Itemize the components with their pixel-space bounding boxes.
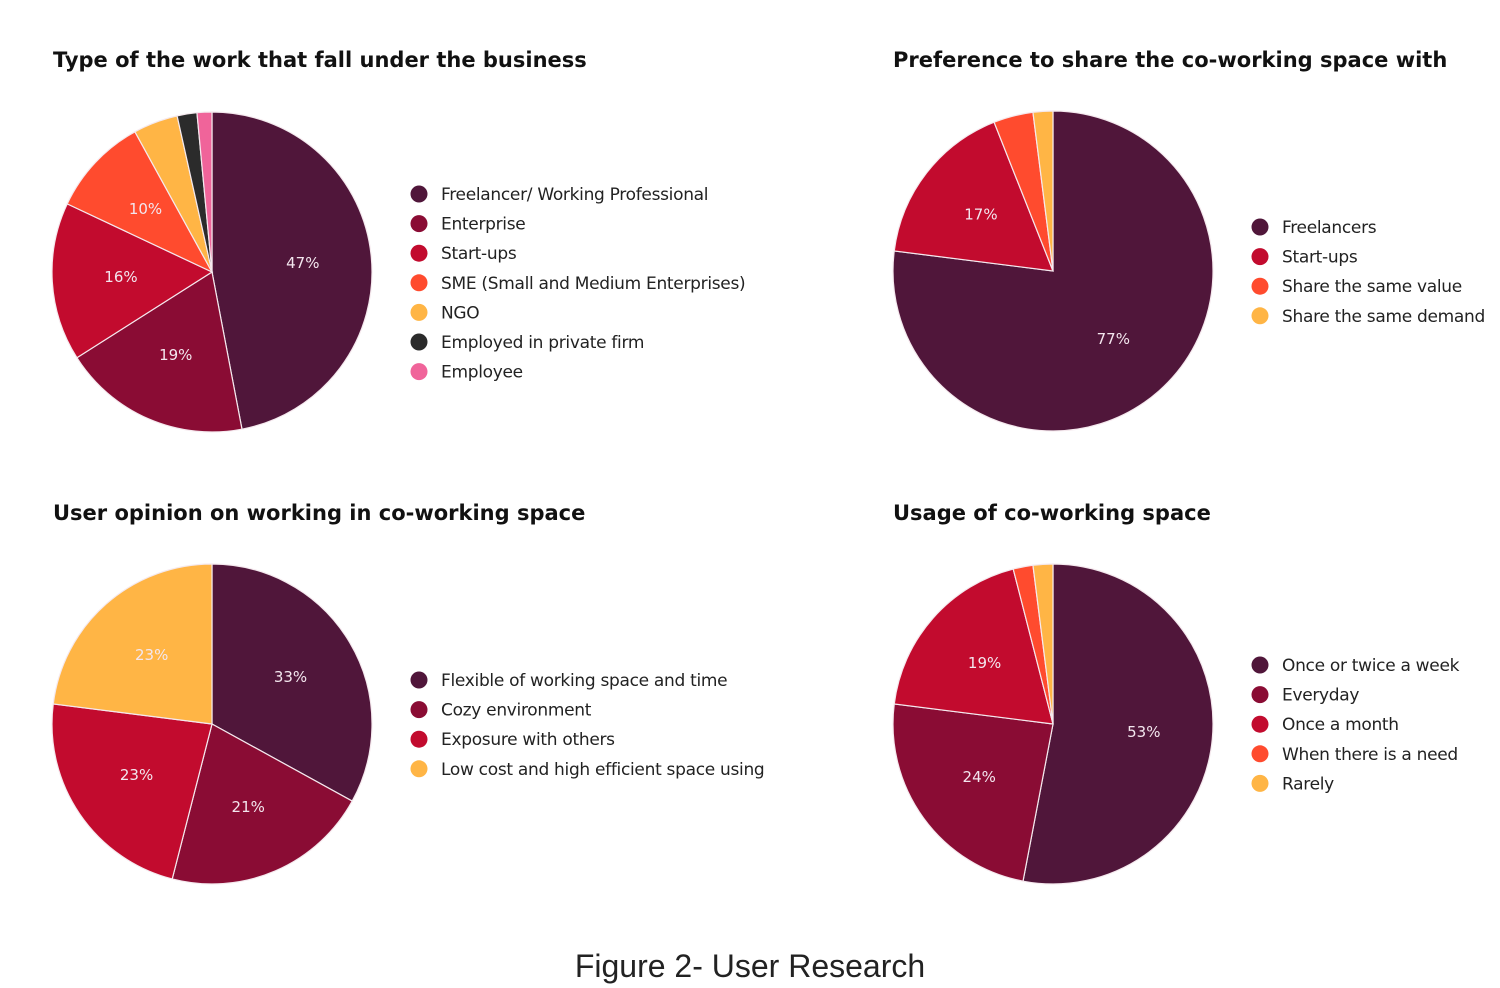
legend-label: Rarely [1282, 774, 1334, 794]
legend-label: Low cost and high efficient space using [441, 760, 764, 780]
legend-item: Freelancer/ Working Professional [410, 185, 709, 205]
legend-label: Flexible of working space and time [441, 671, 727, 691]
pie-slice [196, 111, 213, 273]
legend-swatch [410, 760, 428, 778]
pie-slice [1032, 563, 1054, 725]
legend-item: Share the same demand [1251, 307, 1485, 327]
legend-swatch [410, 215, 428, 233]
legend-swatch [410, 274, 428, 292]
legend-swatch [1251, 277, 1269, 295]
pie-slice [51, 703, 213, 880]
legend-label: Freelancer/ Working Professional [441, 185, 708, 205]
slice-label: 53% [1127, 723, 1160, 741]
legend-item: SME (Small and Medium Enterprises) [410, 274, 746, 294]
slice-label: 19% [159, 346, 192, 364]
legend-item: NGO [410, 303, 480, 323]
pie-chart-1: Type of the work that fall under the bus… [51, 48, 746, 433]
legend-swatch [410, 303, 428, 321]
legend-item: Employee [410, 363, 523, 383]
legend-label: Once or twice a week [1282, 656, 1460, 676]
pie-slice [892, 703, 1054, 882]
slice-label: 47% [286, 254, 319, 272]
legend-label: Employee [441, 363, 523, 383]
legend-label: Everyday [1282, 686, 1359, 706]
legend-label: When there is a need [1282, 745, 1458, 765]
chart-title: Preference to share the co-working space… [893, 48, 1447, 72]
pie-slice [1032, 110, 1054, 272]
slice-label: 19% [968, 654, 1001, 672]
pie-slice [171, 723, 354, 885]
legend-swatch [1251, 248, 1269, 266]
legend-swatch [1251, 686, 1269, 704]
legend-label: Share the same demand [1282, 307, 1485, 327]
legend-label: Start-ups [441, 244, 517, 264]
slice-label: 77% [1097, 330, 1130, 348]
legend-item: Share the same value [1251, 277, 1462, 297]
legend-swatch [1251, 218, 1269, 236]
legend-swatch [410, 701, 428, 719]
legend-swatch [410, 671, 428, 689]
legend-item: When there is a need [1251, 745, 1458, 765]
slice-label: 21% [232, 798, 265, 816]
legend-item: Start-ups [1251, 248, 1358, 268]
legend-label: Enterprise [441, 215, 525, 235]
figure-caption: Figure 2- User Research [574, 948, 926, 984]
slice-label: 10% [129, 200, 162, 218]
legend-item: Cozy environment [410, 701, 592, 721]
legend-label: Share the same value [1282, 277, 1462, 297]
legend-swatch [410, 730, 428, 748]
pie-slice [66, 130, 214, 274]
legend-item: Everyday [1251, 686, 1360, 706]
legend-item: Once or twice a week [1251, 656, 1460, 676]
legend-item: Low cost and high efficient space using [410, 760, 765, 780]
legend-item: Start-ups [410, 244, 517, 264]
legend-item: Enterprise [410, 215, 526, 235]
pie-slice [211, 563, 373, 802]
legend-label: SME (Small and Medium Enterprises) [441, 274, 745, 294]
legend-label: Employed in private firm [441, 333, 644, 353]
slice-label: 16% [104, 268, 137, 286]
pie-chart-3: User opinion on working in co-working sp… [51, 501, 765, 885]
pie-slice [52, 563, 213, 725]
legend-label: Exposure with others [441, 730, 615, 750]
pie-slice [51, 203, 214, 359]
legend-item: Rarely [1251, 774, 1334, 794]
legend-item: Exposure with others [410, 730, 615, 750]
pie-slice [76, 271, 243, 433]
pie-chart-2: Preference to share the co-working space… [892, 48, 1485, 432]
legend-swatch [410, 185, 428, 203]
pie-slice [1022, 563, 1214, 885]
legend-label: NGO [441, 303, 479, 323]
legend-swatch [1251, 307, 1269, 325]
pie-slice [893, 568, 1054, 725]
legend-swatch [1251, 745, 1269, 763]
legend-label: Freelancers [1282, 218, 1377, 238]
chart-title: Type of the work that fall under the bus… [53, 48, 587, 72]
legend-item: Freelancers [1251, 218, 1377, 238]
pie-chart-4: Usage of co-working space 53% Once or twic… [892, 501, 1460, 885]
legend-item: Once a month [1251, 715, 1399, 735]
legend-item: Flexible of working space and time [410, 671, 728, 691]
slice-label: 23% [120, 766, 153, 784]
legend-swatch [410, 244, 428, 262]
legend-swatch [1251, 774, 1269, 792]
legend-label: Start-ups [1282, 248, 1358, 268]
legend-item: Employed in private firm [410, 333, 644, 353]
chart-title: Usage of co-working space [893, 501, 1211, 525]
slice-label: 33% [274, 668, 307, 686]
chart-title: User opinion on working in co-working sp… [53, 501, 585, 525]
legend-swatch [410, 333, 428, 351]
pie-slice [211, 111, 373, 430]
legend-swatch [1251, 656, 1269, 674]
legend-swatch [1251, 715, 1269, 733]
legend-label: Once a month [1282, 715, 1399, 735]
legend-swatch [410, 363, 428, 381]
pie-slice [893, 121, 1054, 272]
slice-label: 23% [135, 646, 168, 664]
legend-label: Cozy environment [441, 701, 592, 721]
slice-label: 17% [964, 206, 997, 224]
slice-label: 24% [963, 768, 996, 786]
